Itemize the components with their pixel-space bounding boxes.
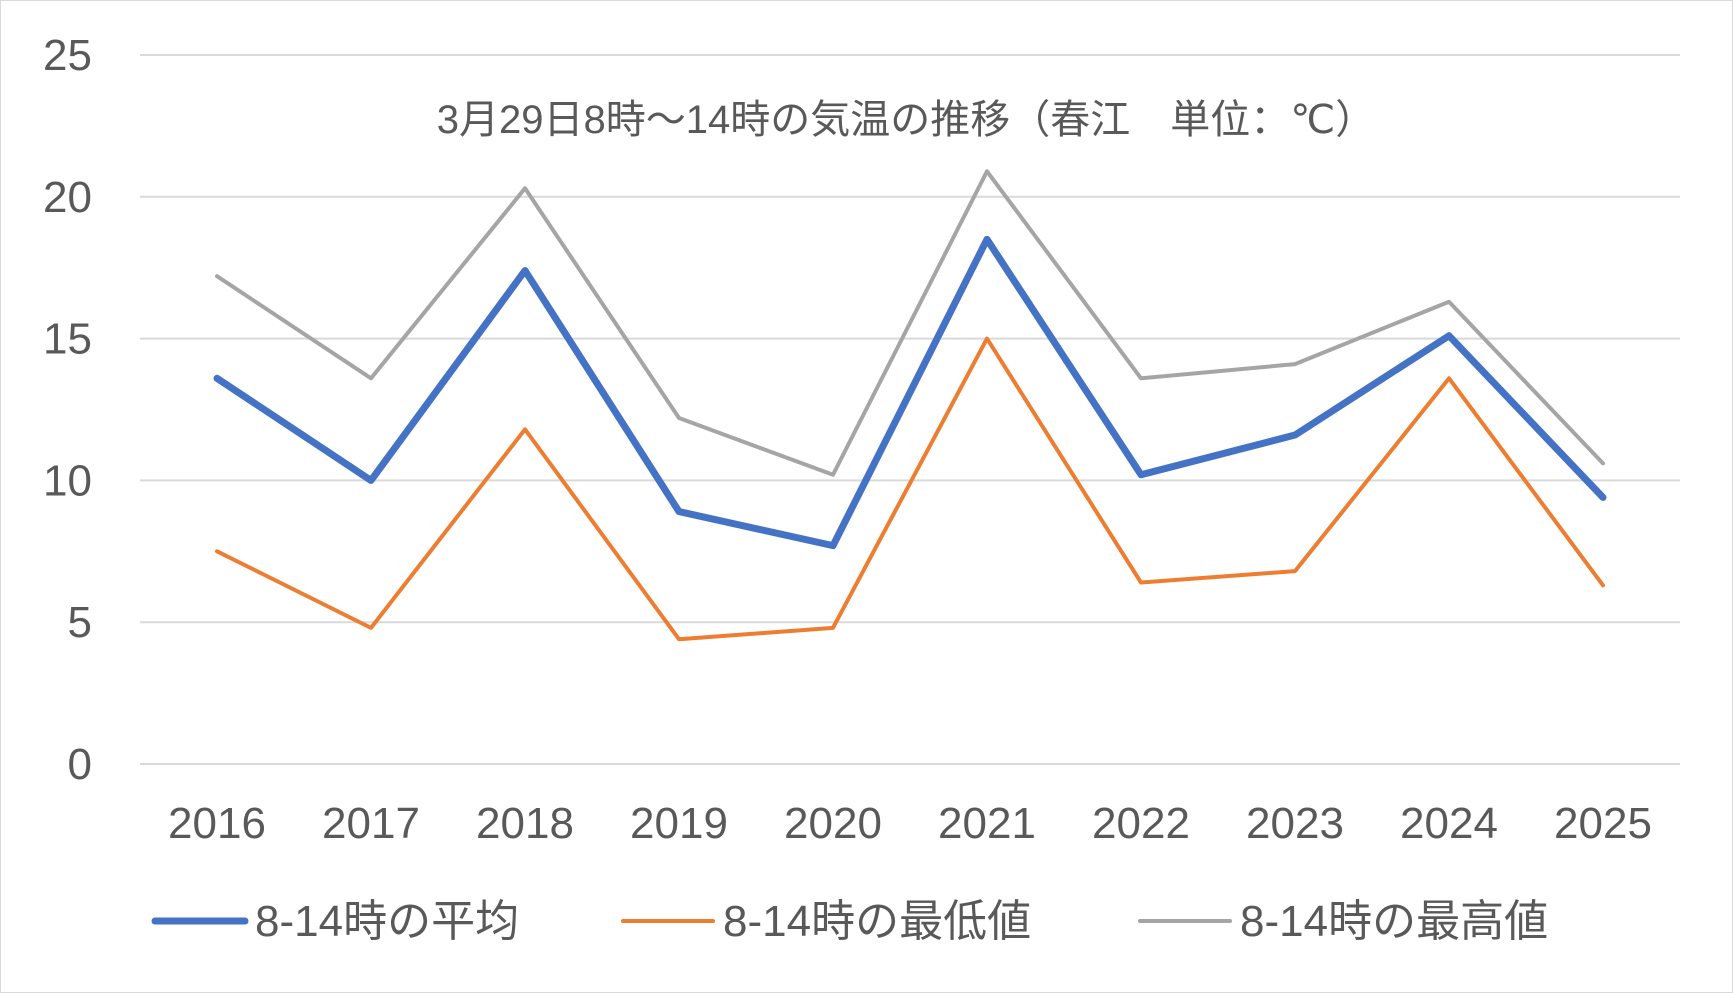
x-axis-ticks: 2016 2017 2018 2019 2020 2021 2022 2023 2024 2025 (168, 799, 1652, 848)
x-tick-label: 2018 (476, 799, 574, 848)
y-tick-label: 20 (43, 173, 92, 222)
series-lines (213, 169, 1607, 642)
gridlines (140, 54, 1680, 765)
x-tick-label: 2023 (1246, 799, 1344, 848)
chart-title: 3月29日8時～14時の気温の推移（春江 単位：℃） (437, 98, 1375, 142)
x-tick-label: 2024 (1400, 799, 1498, 848)
series-line (215, 336, 1605, 642)
x-tick-label: 2020 (784, 799, 882, 848)
legend-label: 8-14時の最高値 (1240, 897, 1548, 946)
legend: 8-14時の平均 8-14時の最低値 8-14時の最高値 (151, 897, 1548, 946)
series-line (215, 169, 1605, 477)
legend-label: 8-14時の平均 (255, 897, 519, 946)
y-tick-label: 25 (43, 31, 92, 80)
x-tick-label: 2022 (1092, 799, 1190, 848)
x-tick-label: 2019 (630, 799, 728, 848)
x-tick-label: 2017 (322, 799, 420, 848)
y-tick-label: 15 (43, 315, 92, 364)
legend-label: 8-14時の最低値 (723, 897, 1031, 946)
x-tick-label: 2025 (1554, 799, 1652, 848)
y-tick-label: 0 (68, 740, 92, 789)
series-line (213, 235, 1607, 550)
y-tick-label: 5 (68, 598, 92, 647)
y-axis-ticks: 0 5 10 15 20 25 (43, 31, 92, 789)
x-tick-label: 2021 (938, 799, 1036, 848)
x-tick-label: 2016 (168, 799, 266, 848)
y-tick-label: 10 (43, 456, 92, 505)
